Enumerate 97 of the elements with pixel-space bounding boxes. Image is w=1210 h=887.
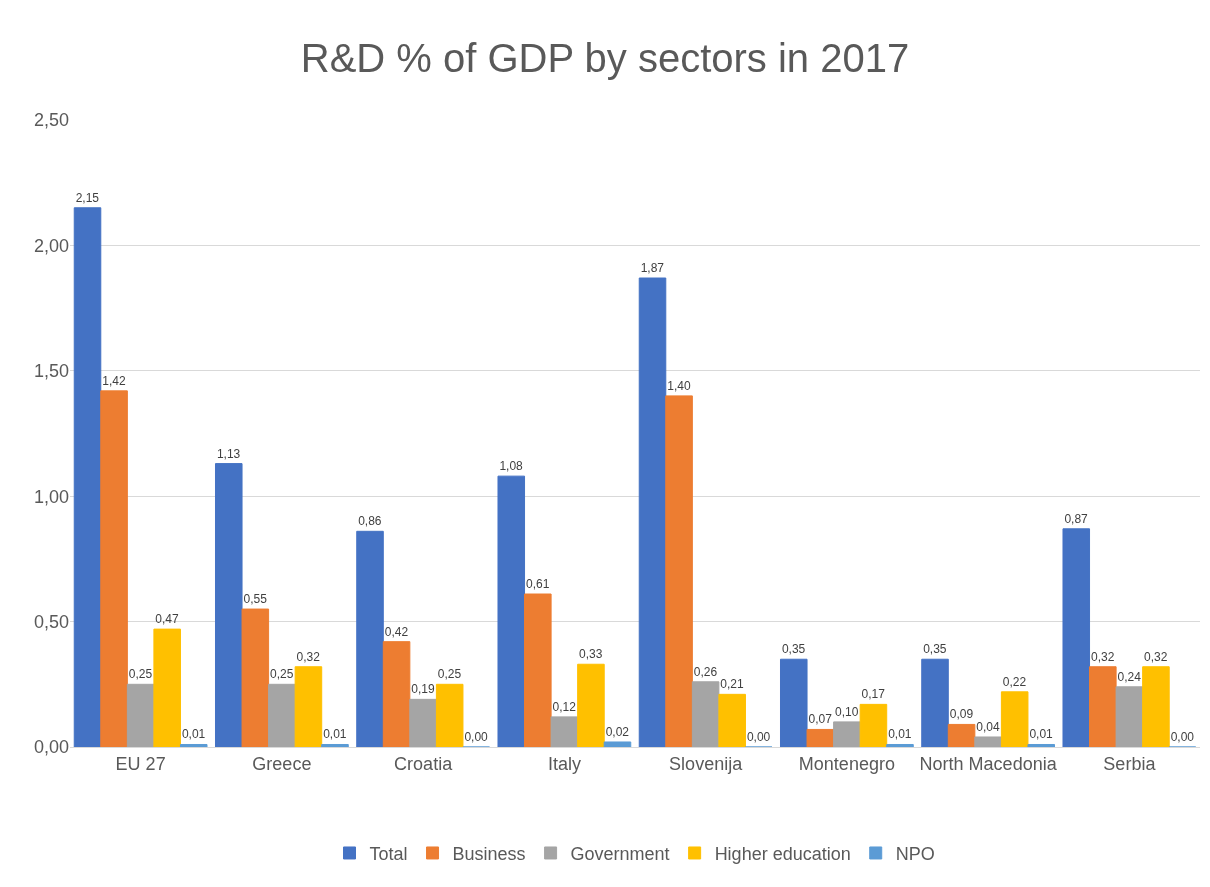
data-label: 0,07	[808, 712, 833, 727]
bar	[665, 395, 693, 747]
bar	[1142, 666, 1170, 747]
data-label: 0,32	[296, 649, 321, 664]
legend-label: Total	[369, 844, 408, 864]
bar	[179, 743, 208, 747]
bar	[974, 736, 1002, 747]
data-label: 0,33	[579, 647, 603, 662]
y-tick-label: 0,50	[33, 611, 69, 632]
data-label: 0,32	[1144, 649, 1168, 664]
bar	[497, 475, 526, 747]
bar	[1115, 686, 1144, 747]
data-label: 0,12	[552, 699, 577, 714]
bar	[859, 703, 888, 747]
legend-label: NPO	[895, 844, 935, 864]
data-label: 0,00	[1170, 730, 1195, 744]
bar	[100, 390, 128, 747]
bar	[435, 683, 464, 747]
data-label: 1,87	[640, 261, 665, 275]
bar	[268, 683, 296, 747]
x-tick-label: Italy	[547, 753, 581, 774]
data-label: 0,35	[923, 642, 947, 657]
bar	[409, 698, 437, 747]
bar	[73, 207, 102, 747]
data-label: 0,00	[464, 730, 489, 744]
bar	[1027, 743, 1056, 747]
data-label: 0,25	[270, 667, 294, 682]
data-label: 0,25	[128, 667, 153, 682]
data-label: 0,24	[1117, 669, 1142, 684]
bar	[321, 743, 349, 747]
x-tick-label: Serbia	[1103, 753, 1157, 774]
bar	[382, 641, 411, 747]
data-label: 0,87	[1064, 511, 1089, 526]
x-tick-label: Croatia	[394, 753, 454, 774]
data-label: 0,01	[323, 727, 347, 742]
chart-title: R&D % of GDP by sectors in 2017	[300, 36, 910, 81]
x-tick-label: EU 27	[115, 753, 166, 774]
data-label: 0,35	[781, 642, 806, 657]
bar	[718, 693, 746, 747]
legend-label: Business	[452, 844, 526, 864]
data-label: 0,01	[888, 727, 912, 742]
data-label: 1,40	[667, 378, 691, 393]
bar	[779, 658, 808, 747]
bar	[214, 463, 243, 747]
bar	[1062, 528, 1091, 747]
bar	[1000, 691, 1029, 747]
data-label: 0,01	[181, 727, 206, 742]
bar	[603, 741, 632, 747]
bar	[126, 683, 155, 747]
data-label: 0,10	[835, 704, 859, 719]
y-tick-label: 1,50	[33, 361, 69, 382]
data-label: 0,86	[358, 514, 382, 529]
data-label: 0,02	[605, 724, 630, 739]
bar	[638, 277, 667, 747]
bar	[833, 721, 861, 747]
legend-label: Higher education	[714, 844, 851, 864]
data-label: 2,15	[75, 190, 100, 205]
bar	[886, 743, 914, 747]
data-label: 0,09	[949, 707, 974, 722]
bar	[806, 728, 835, 747]
data-label: 0,21	[720, 677, 745, 692]
data-label: 1,08	[499, 459, 524, 474]
bar	[153, 628, 181, 747]
data-label: 0,22	[1002, 674, 1027, 689]
data-label: 0,32	[1090, 649, 1115, 664]
x-tick-label: Greece	[252, 753, 312, 774]
data-label: 0,19	[411, 682, 435, 697]
x-tick-label: North Macedonia	[919, 753, 1058, 774]
data-label: 0,47	[155, 612, 180, 627]
data-label: 0,42	[384, 624, 409, 639]
data-label: 1,42	[102, 373, 126, 388]
legend-label: Government	[570, 844, 670, 864]
y-tick-label: 2,00	[33, 235, 69, 256]
bar	[577, 663, 605, 747]
data-label: 0,00	[746, 730, 771, 744]
data-label: 0,26	[693, 664, 718, 679]
bar	[294, 666, 323, 747]
x-tick-label: Montenegro	[798, 753, 895, 774]
bar	[1089, 666, 1117, 747]
data-label: 0,17	[861, 687, 886, 702]
x-tick-label: Slovenija	[669, 753, 744, 774]
bar	[921, 658, 949, 747]
bar	[241, 608, 270, 747]
y-tick-label: 2,50	[33, 110, 69, 131]
data-label: 0,01	[1029, 727, 1054, 742]
data-label: 0,61	[525, 577, 550, 592]
data-label: 1,13	[216, 446, 241, 461]
y-tick-label: 0,00	[33, 737, 69, 758]
data-label: 0,55	[243, 592, 268, 607]
bar	[691, 681, 720, 747]
bar	[947, 723, 976, 747]
bar	[550, 716, 579, 747]
data-label: 0,25	[437, 667, 462, 682]
bar	[524, 593, 552, 747]
y-tick-label: 1,00	[33, 486, 69, 507]
data-label: 0,04	[976, 719, 1000, 734]
bar	[356, 530, 384, 747]
